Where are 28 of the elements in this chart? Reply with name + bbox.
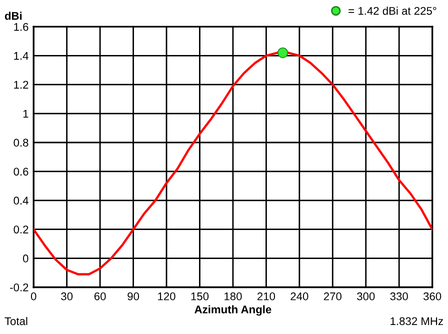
- y-tick-label: 1.6: [14, 22, 28, 31]
- y-tick-label: 1: [23, 110, 28, 118]
- x-tick-label: 90: [128, 292, 140, 300]
- y-tick-label: -0.2: [10, 284, 28, 292]
- y-tick-label: 0.2: [14, 226, 28, 234]
- text: Total: [4, 316, 28, 326]
- y-tick-label: 1.2: [14, 80, 28, 89]
- x-tick-label: 60: [94, 292, 106, 300]
- y-tick-label: 0.8: [14, 138, 28, 147]
- y-axis-title: dBi: [4, 12, 22, 20]
- x-tick-label: 360: [423, 292, 442, 300]
- x-tick-label: 180: [224, 292, 242, 300]
- x-axis-title: Azimuth Angle: [194, 305, 272, 316]
- y-tick-label: 0.6: [14, 168, 28, 176]
- x-tick-label: 270: [324, 292, 342, 300]
- y-tick-label: 1.4: [14, 52, 28, 60]
- x-tick-label: 150: [191, 292, 209, 300]
- y-tick-label: 0: [22, 254, 28, 262]
- text: 1.832 MHz: [390, 317, 443, 326]
- x-tick-label: 210: [257, 292, 276, 300]
- x-tick-label: 30: [61, 292, 73, 300]
- x-tick-label: 330: [390, 292, 408, 300]
- x-tick-label: 120: [158, 292, 176, 300]
- x-tick-label: 240: [290, 292, 308, 300]
- y-tick-label: 0.4: [14, 196, 28, 205]
- legend-label: = 1.42 dBi at 225°: [348, 6, 436, 15]
- x-tick-label: 0: [30, 292, 36, 300]
- x-tick-label: 300: [357, 292, 375, 300]
